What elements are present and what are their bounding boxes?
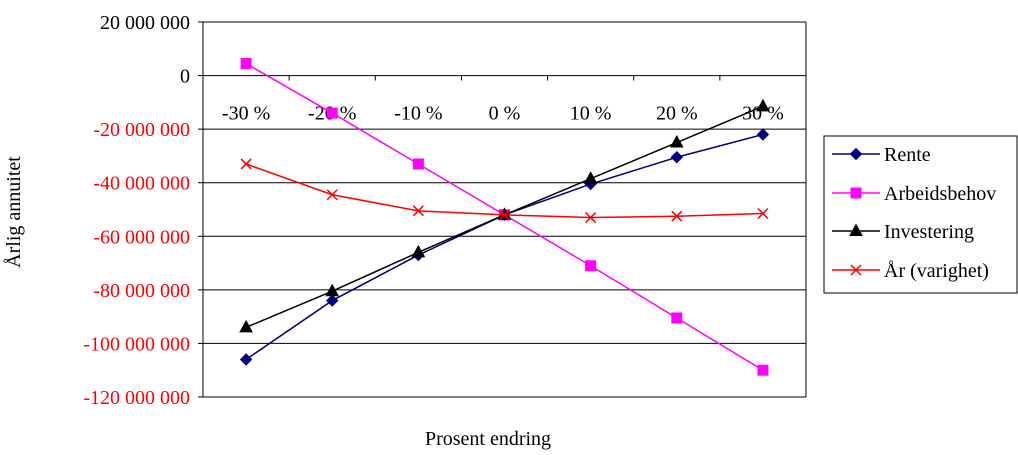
y-axis-title: Årlig annuitet <box>3 156 25 268</box>
series-0 <box>239 128 770 366</box>
legend-items: Rente Arbeidsbehov Investering År (varighet… <box>832 144 996 282</box>
data-point <box>412 158 424 170</box>
data-point <box>326 294 339 307</box>
x-tick-label: -30 % <box>222 103 270 125</box>
data-point <box>671 210 683 222</box>
legend-label: Investering <box>884 221 974 243</box>
y-tick-label: -20 000 000 <box>93 119 190 141</box>
x-axis-title: Prosent endring <box>425 428 551 450</box>
y-tick-label: -100 000 000 <box>83 333 190 355</box>
legend-item: År (varighet) <box>832 260 989 282</box>
data-point <box>326 107 338 119</box>
y-tick-label: -80 000 000 <box>93 280 190 302</box>
data-point <box>326 189 338 201</box>
data-point <box>498 209 511 221</box>
data-point <box>757 207 769 220</box>
series-line <box>245 133 764 361</box>
legend-box <box>823 135 1018 294</box>
x-tick-label: -10 % <box>394 103 442 125</box>
x-tick-labels: -30 % -20 % -10 % 0 % 10 % 20 % 30 % <box>222 103 784 125</box>
legend-item: Arbeidsbehov <box>832 183 996 205</box>
x-tick-label: 30 % <box>742 103 784 125</box>
series-3 <box>240 158 769 224</box>
legend-marker <box>849 147 863 161</box>
legend: Rente Arbeidsbehov Investering År (varighet… <box>823 135 1018 294</box>
data-point <box>239 319 253 333</box>
data-point <box>756 98 770 112</box>
legend-label: Rente <box>884 144 931 166</box>
data-point <box>757 364 769 376</box>
y-tick-label: -120 000 000 <box>83 387 190 409</box>
x-tick-label: 0 % <box>489 103 521 125</box>
data-point <box>671 312 683 324</box>
legend-label: Arbeidsbehov <box>884 183 996 205</box>
x-tick-label: 20 % <box>656 103 698 125</box>
data-point <box>411 244 426 258</box>
x-tick-label: 10 % <box>570 103 612 125</box>
data-point <box>239 353 253 366</box>
y-tick-labels: 20 000 000 0 -20 000 000 -40 000 000 -60 000… <box>83 12 190 409</box>
data-point <box>669 134 684 148</box>
data-point <box>585 260 597 272</box>
y-tick-label: 20 000 000 <box>100 12 190 34</box>
data-point <box>585 212 597 224</box>
data-point <box>325 283 340 297</box>
legend-label: År (varighet) <box>884 260 989 282</box>
data-point <box>240 58 252 70</box>
data-point <box>756 128 770 141</box>
legend-marker <box>850 264 862 276</box>
gridlines <box>198 21 807 398</box>
legend-item: Rente <box>832 144 931 166</box>
data-point <box>412 205 424 217</box>
data-point <box>583 171 598 184</box>
y-tick-label: -60 000 000 <box>93 226 190 248</box>
legend-marker <box>849 223 863 236</box>
legend-item: Investering <box>832 221 974 243</box>
y-tick-label: -40 000 000 <box>93 173 190 195</box>
data-point <box>670 151 683 164</box>
series-lines <box>239 58 770 376</box>
data-point <box>240 158 252 170</box>
legend-marker <box>850 187 862 199</box>
y-tick-label: 0 <box>180 66 190 88</box>
